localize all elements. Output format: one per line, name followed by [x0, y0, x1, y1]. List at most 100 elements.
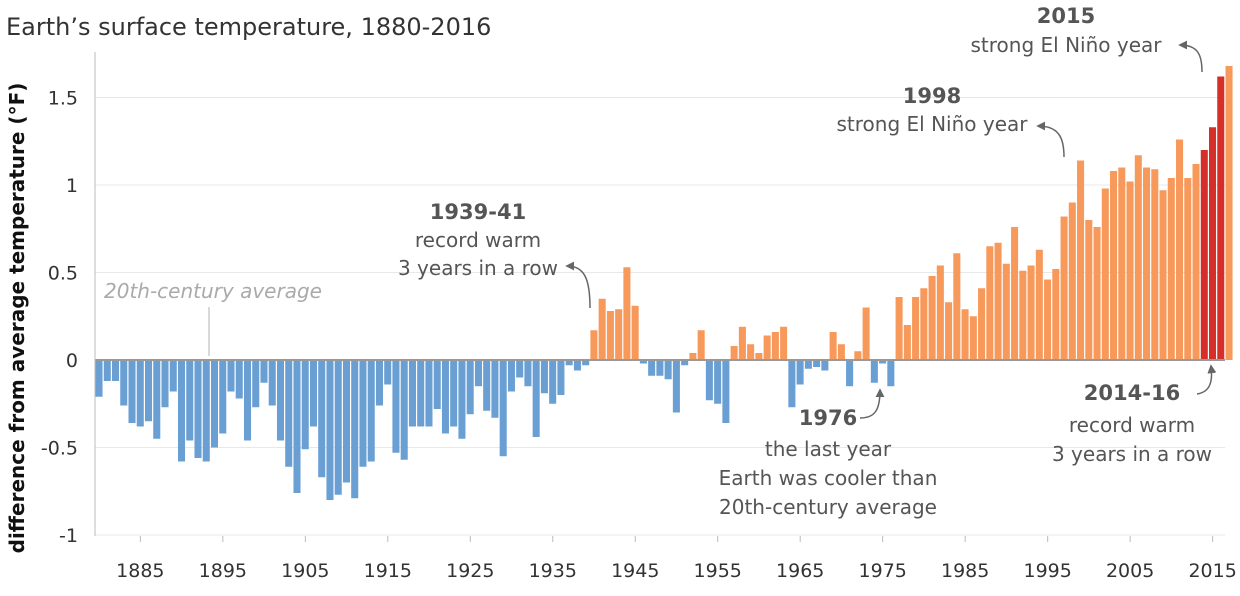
- bar-1954: [705, 360, 713, 401]
- bar-1947: [648, 360, 656, 376]
- bar-1978: [903, 325, 911, 360]
- bar-1993: [1027, 265, 1035, 360]
- bar-1914: [375, 360, 383, 406]
- bar-1955: [714, 360, 722, 404]
- x-tick-label: 2015: [1188, 560, 1236, 582]
- average-label: 20th-century average: [104, 279, 322, 303]
- x-tick-label: 1995: [1023, 560, 1071, 582]
- bar-1886: [144, 360, 153, 422]
- bar-1905: [301, 360, 309, 450]
- bar-1943: [615, 309, 623, 360]
- bar-2006: [1134, 155, 1142, 360]
- bar-1916: [392, 360, 400, 453]
- bar-1994: [1035, 249, 1043, 360]
- bars: [95, 66, 1233, 500]
- bar-1981: [928, 276, 936, 360]
- bar-1890: [177, 360, 186, 462]
- bar-1896: [227, 360, 235, 392]
- bar-2010: [1167, 178, 1175, 360]
- bar-1891: [186, 360, 194, 441]
- bar-1937: [565, 360, 573, 366]
- bar-1963: [780, 326, 788, 360]
- bar-1900: [260, 360, 268, 383]
- annotation-1976-line2: Earth was cooler than: [719, 466, 938, 490]
- bar-1917: [400, 360, 408, 460]
- x-tick-label: 2005: [1106, 560, 1154, 582]
- bar-1976: [887, 360, 895, 387]
- annotation-1939-line2: 3 years in a row: [398, 256, 558, 280]
- bar-1944: [623, 267, 631, 360]
- bar-1880: [95, 360, 103, 397]
- bar-1988: [986, 246, 994, 360]
- bar-1919: [417, 360, 425, 427]
- bar-2002: [1101, 188, 1109, 360]
- x-ticks: 1885 1895 1905 1915 1925 1935 1945 1955 1965 1975…: [116, 536, 1237, 582]
- annotation-1976-line3: 20th-century average: [719, 495, 937, 519]
- x-tick-label: 1925: [446, 560, 494, 582]
- bar-1903: [285, 360, 293, 467]
- y-tick-label: 1.5: [48, 88, 78, 110]
- bar-1991: [1011, 227, 1019, 360]
- bar-1989: [994, 242, 1002, 360]
- y-tick-label: -1: [59, 525, 78, 547]
- bar-1933: [532, 360, 540, 437]
- chart-title: Earth’s surface temperature, 1880-2016: [6, 13, 491, 41]
- bar-1990: [1002, 263, 1010, 360]
- bar-2001: [1093, 227, 1101, 360]
- annotation-1998-year: 1998: [903, 84, 961, 108]
- bar-1965: [796, 360, 804, 385]
- bar-1999: [1077, 160, 1085, 360]
- annotation-1976-line1: the last year: [765, 437, 892, 461]
- bar-1941: [598, 298, 606, 360]
- bar-2008: [1151, 169, 1159, 360]
- bar-1938: [573, 360, 581, 371]
- bar-1915: [384, 360, 392, 385]
- x-tick-label: 1915: [364, 560, 412, 582]
- bar-1952: [689, 353, 697, 360]
- bar-1882: [112, 360, 120, 381]
- bar-1949: [664, 360, 672, 380]
- bar-1887: [153, 360, 161, 439]
- bar-1902: [276, 360, 285, 441]
- bar-2007: [1143, 167, 1151, 360]
- bar-1980: [920, 288, 928, 360]
- bar-1961: [763, 335, 771, 360]
- bar-1885: [136, 360, 144, 427]
- bar-1948: [656, 360, 664, 376]
- bar-1907: [318, 360, 326, 478]
- bar-1906: [309, 360, 317, 427]
- bar-1930: [507, 360, 515, 392]
- bar-1942: [606, 311, 614, 360]
- bar-1966: [804, 360, 812, 369]
- bar-1998: [1068, 202, 1076, 360]
- bar-1940: [590, 330, 598, 360]
- bar-1922: [441, 360, 449, 434]
- bar-1956: [722, 360, 730, 423]
- annotation-2014-line1: record warm: [1069, 413, 1195, 437]
- bar-1997: [1060, 216, 1068, 360]
- annotation-1976-arrow: [859, 388, 885, 419]
- x-tick-label: 1885: [116, 560, 164, 582]
- bar-1921: [433, 360, 441, 409]
- bar-2016: [1217, 76, 1225, 360]
- bar-1996: [1052, 269, 1060, 360]
- bar-1926: [474, 360, 482, 387]
- bar-1909: [334, 360, 342, 495]
- bar-2015: [1209, 127, 1217, 360]
- bar-1929: [499, 360, 507, 457]
- bar-1935: [549, 360, 557, 404]
- bar-1946: [639, 360, 647, 364]
- bar-1928: [491, 360, 499, 418]
- bar-2005: [1126, 181, 1134, 360]
- bar-1918: [408, 360, 416, 427]
- bar-2000: [1085, 220, 1093, 360]
- bar-2012: [1184, 178, 1192, 360]
- bar-1908: [326, 360, 334, 500]
- bar-2014: [1200, 150, 1208, 360]
- bar-2004: [1118, 167, 1126, 360]
- bar-1904: [293, 360, 301, 493]
- x-tick-label: 1965: [776, 560, 824, 582]
- bar-1970: [837, 344, 845, 360]
- bar-1959: [747, 344, 755, 360]
- x-tick-label: 1935: [529, 560, 577, 582]
